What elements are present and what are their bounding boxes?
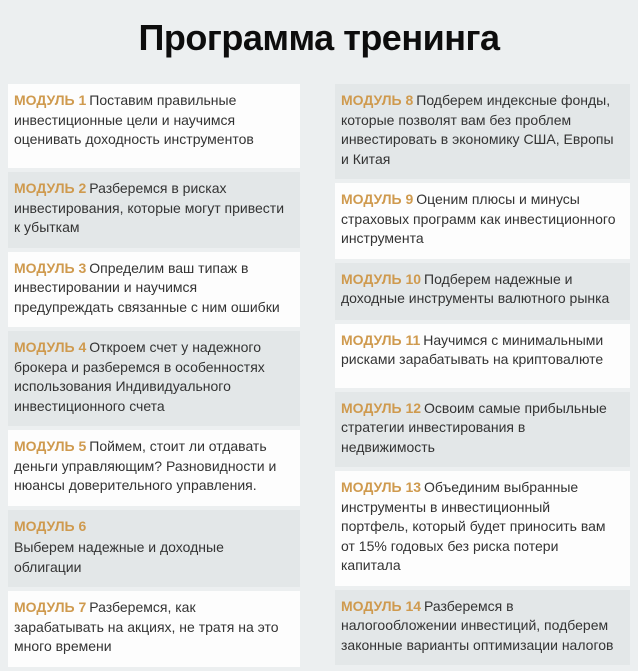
module-description: Поймем, стоит ли отдавать деньги управля… xyxy=(14,438,277,493)
module-description: Поставим правильные инвестиционные цели … xyxy=(14,92,254,147)
module-card: МОДУЛЬ 11 Научимся с минимальными рисками… xyxy=(335,323,630,388)
module-description: Определим ваш типаж в инвестировании и н… xyxy=(14,259,280,315)
page-title: Программа тренинга xyxy=(138,17,500,58)
module-label: МОДУЛЬ 7 xyxy=(14,599,87,615)
module-label: МОДУЛЬ 1 xyxy=(14,92,87,108)
module-label: МОДУЛЬ 8 xyxy=(341,92,414,108)
module-card: МОДУЛЬ 14 Разберемся в налогообложении ин… xyxy=(335,589,630,665)
module-description: Подберем надежные и доходные инструменты… xyxy=(341,270,610,307)
module-card: МОДУЛЬ 1 Поставим правильные инвестиционн… xyxy=(8,84,300,168)
modules-grid: МОДУЛЬ 1 Поставим правильные инвестиционн… xyxy=(0,84,638,671)
module-label: МОДУЛЬ 2 xyxy=(14,180,87,196)
module-description: Объединим выбранные инструменты в инвест… xyxy=(341,479,606,573)
modules-column-left: МОДУЛЬ 1 Поставим правильные инвестиционн… xyxy=(8,84,300,671)
module-description: Освоим самые прибыльные стратегии инвест… xyxy=(341,399,607,455)
module-card: МОДУЛЬ 9 Оценим плюсы и минусы страховых … xyxy=(335,183,630,259)
module-label: МОДУЛЬ 9 xyxy=(341,191,414,207)
module-description: Подберем индексные фонды, которые позвол… xyxy=(341,92,614,167)
module-card: МОДУЛЬ 5 Поймем, стоит ли отдавать деньги… xyxy=(8,430,300,506)
module-card: МОДУЛЬ 6 Выберем надежные и доходные обли… xyxy=(8,509,300,587)
module-card: МОДУЛЬ 12 Освоим самые прибыльные стратег… xyxy=(335,391,630,467)
module-card: МОДУЛЬ 7 Разберемся, как зарабатывать на … xyxy=(8,591,300,667)
module-card: МОДУЛЬ 13 Объединим выбранные инструменты… xyxy=(335,471,630,586)
module-card: МОДУЛЬ 3 Определим ваш типаж в инвестиров… xyxy=(8,251,300,327)
module-card: МОДУЛЬ 8 Подберем индексные фонды, которы… xyxy=(335,84,630,179)
module-card: МОДУЛЬ 4 Откроем счет у надежного брокера… xyxy=(8,331,300,426)
module-description: Оценим плюсы и минусы страховых программ… xyxy=(341,191,616,246)
module-label: МОДУЛЬ 14 xyxy=(341,597,422,614)
module-card: МОДУЛЬ 10 Подберем надежные и доходные ин… xyxy=(335,262,630,320)
modules-column-right: МОДУЛЬ 8 Подберем индексные фонды, которы… xyxy=(335,84,630,669)
module-label: МОДУЛЬ 4 xyxy=(14,339,87,355)
module-label: МОДУЛЬ 10 xyxy=(341,270,422,287)
module-label: МОДУЛЬ 11 xyxy=(341,331,421,348)
module-description: Выберем надежные и доходные облигации xyxy=(14,539,224,575)
module-description: Научимся с минимальными рисками зарабаты… xyxy=(341,331,604,368)
module-description: Разберемся в рисках инвестирования, кото… xyxy=(14,180,285,235)
module-label: МОДУЛЬ 12 xyxy=(341,399,422,416)
module-label: МОДУЛЬ 5 xyxy=(14,438,87,454)
module-card: МОДУЛЬ 2 Разберемся в рисках инвестирован… xyxy=(8,172,300,248)
module-description: Откроем счет у надежного брокера и разбе… xyxy=(14,339,265,414)
module-label: МОДУЛЬ 3 xyxy=(14,259,87,276)
module-label: МОДУЛЬ 13 xyxy=(341,479,422,495)
module-label: МОДУЛЬ 6 xyxy=(14,517,87,534)
